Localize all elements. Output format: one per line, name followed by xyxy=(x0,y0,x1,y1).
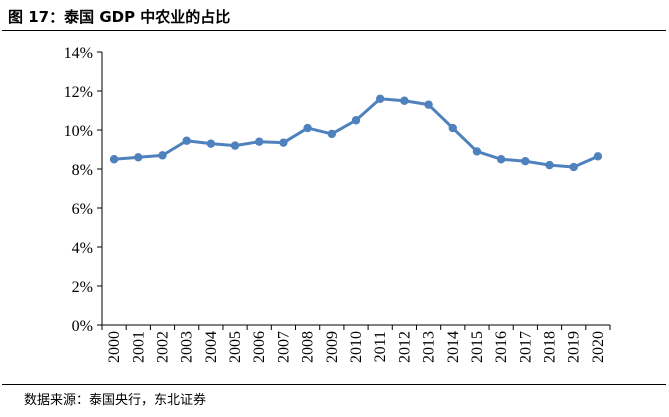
x-tick-label: 2010 xyxy=(348,331,365,363)
x-tick-label: 2009 xyxy=(324,331,341,363)
data-point xyxy=(230,141,240,150)
x-tick-label: 2020 xyxy=(590,331,607,363)
y-tick-label: 4% xyxy=(72,240,93,257)
data-point xyxy=(158,151,167,160)
data-point xyxy=(206,139,216,148)
data-point xyxy=(521,157,530,166)
x-tick-label: 2011 xyxy=(372,331,389,362)
data-point xyxy=(182,136,191,145)
source-note: 数据来源：泰国央行，东北证券 xyxy=(24,393,207,408)
data-point xyxy=(545,160,554,170)
x-tick-label: 2012 xyxy=(396,331,413,363)
data-point xyxy=(109,155,119,164)
y-tick-label: 14% xyxy=(64,45,93,62)
data-point xyxy=(327,129,337,139)
y-tick-label: 8% xyxy=(72,162,93,179)
data-point xyxy=(448,123,457,133)
x-tick-label: 2018 xyxy=(542,331,559,363)
data-point xyxy=(255,137,264,146)
y-tick-label: 6% xyxy=(72,201,93,218)
data-point xyxy=(496,155,506,164)
y-tick-label: 2% xyxy=(72,279,93,296)
x-tick-label: 2007 xyxy=(275,331,292,363)
x-tick-label: 2008 xyxy=(300,331,317,363)
source-rule xyxy=(2,384,666,385)
data-point xyxy=(303,123,312,133)
x-axis: 2000 2001 2002 2003 2004 2005 2006 2007 2008 2009… xyxy=(101,324,611,363)
data-point xyxy=(400,96,409,105)
series-line xyxy=(112,97,600,169)
x-tick-label: 2004 xyxy=(203,331,220,363)
chart-title: 图 17：泰国 GDP 中农业的占比 xyxy=(8,8,231,26)
x-tick-label: 2019 xyxy=(566,331,583,363)
data-point xyxy=(351,116,361,125)
x-tick-label: 2001 xyxy=(130,331,147,363)
x-tick-label: 2005 xyxy=(227,331,244,363)
x-tick-label: 2017 xyxy=(517,331,534,363)
series-layer xyxy=(109,94,603,172)
x-tick-label: 2002 xyxy=(154,331,171,363)
data-point xyxy=(569,162,578,172)
x-tick-label: 2003 xyxy=(179,331,196,363)
data-point xyxy=(279,138,288,147)
y-tick-label: 12% xyxy=(64,84,93,101)
data-point xyxy=(593,152,603,161)
y-axis: 0% 2% 4% 6% 8% 10% 12% 14% xyxy=(64,45,103,335)
x-tick-label: 2015 xyxy=(469,331,486,363)
x-tick-label: 2000 xyxy=(106,331,123,363)
x-tick-label: 2006 xyxy=(251,331,268,363)
title-rule xyxy=(2,30,666,31)
data-point xyxy=(424,100,433,109)
data-point xyxy=(134,153,143,162)
x-tick-label: 2016 xyxy=(493,331,510,363)
data-point xyxy=(472,147,482,156)
data-point xyxy=(375,94,385,104)
y-tick-label: 0% xyxy=(72,318,93,335)
x-tick-label: 2014 xyxy=(445,331,462,363)
y-tick-label: 10% xyxy=(64,123,93,140)
x-tick-label: 2013 xyxy=(421,331,438,363)
